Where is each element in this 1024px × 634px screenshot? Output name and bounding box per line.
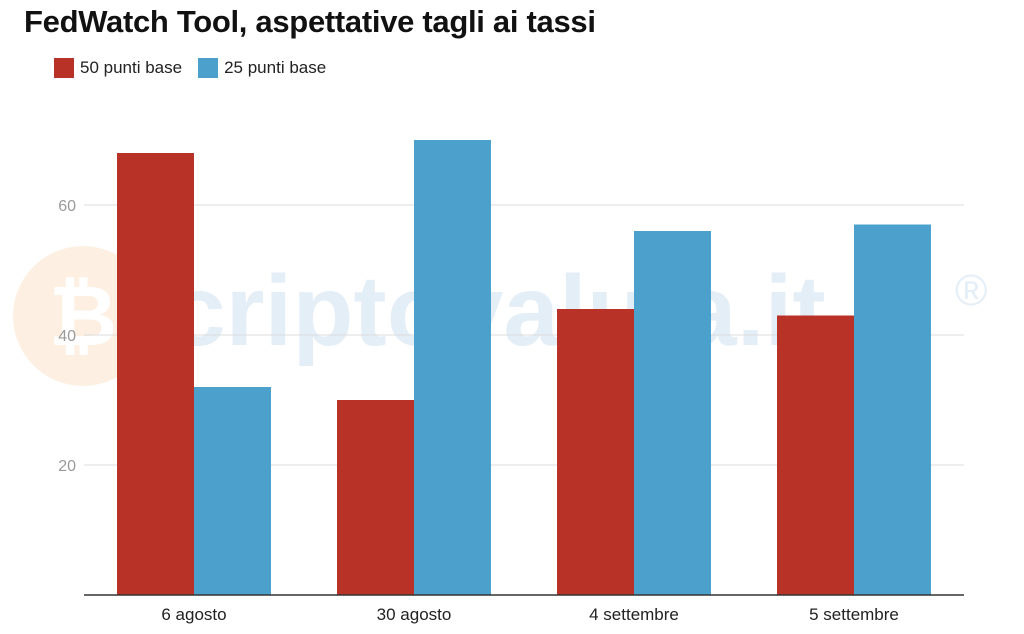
x-axis: 6 agosto 30 agosto 4 settembre 5 settembre bbox=[84, 594, 964, 624]
x-tick-label: 6 agosto bbox=[161, 605, 226, 624]
watermark-text: criptovaluta.it bbox=[170, 255, 826, 367]
x-tick-label: 30 agosto bbox=[377, 605, 452, 624]
legend-label-25bp: 25 punti base bbox=[224, 58, 327, 77]
bar bbox=[414, 140, 491, 595]
x-tick-label: 5 settembre bbox=[809, 605, 899, 624]
legend-label-50bp: 50 punti base bbox=[80, 58, 183, 77]
bars bbox=[117, 140, 931, 595]
bar bbox=[777, 315, 854, 595]
legend-item-50bp: 50 punti base bbox=[54, 58, 182, 78]
bar bbox=[557, 309, 634, 595]
bar bbox=[337, 400, 414, 595]
bar bbox=[117, 153, 194, 595]
y-tick-label: 60 bbox=[58, 198, 76, 215]
bar bbox=[854, 224, 931, 595]
legend-swatch-50bp bbox=[54, 58, 74, 78]
y-tick-label: 40 bbox=[58, 328, 76, 345]
chart-title: FedWatch Tool, aspettative tagli ai tass… bbox=[24, 4, 596, 39]
bar bbox=[634, 231, 711, 595]
legend-swatch-25bp bbox=[198, 58, 219, 78]
y-tick-label: 20 bbox=[58, 458, 76, 475]
bar bbox=[194, 387, 271, 595]
legend-item-25bp: 25 punti base bbox=[198, 58, 326, 78]
legend: 50 punti base 25 punti base bbox=[54, 58, 342, 78]
watermark-registered: ® bbox=[955, 266, 987, 315]
x-tick-label: 4 settembre bbox=[589, 605, 679, 624]
watermark-logo-glyph: ₿ bbox=[49, 269, 117, 363]
